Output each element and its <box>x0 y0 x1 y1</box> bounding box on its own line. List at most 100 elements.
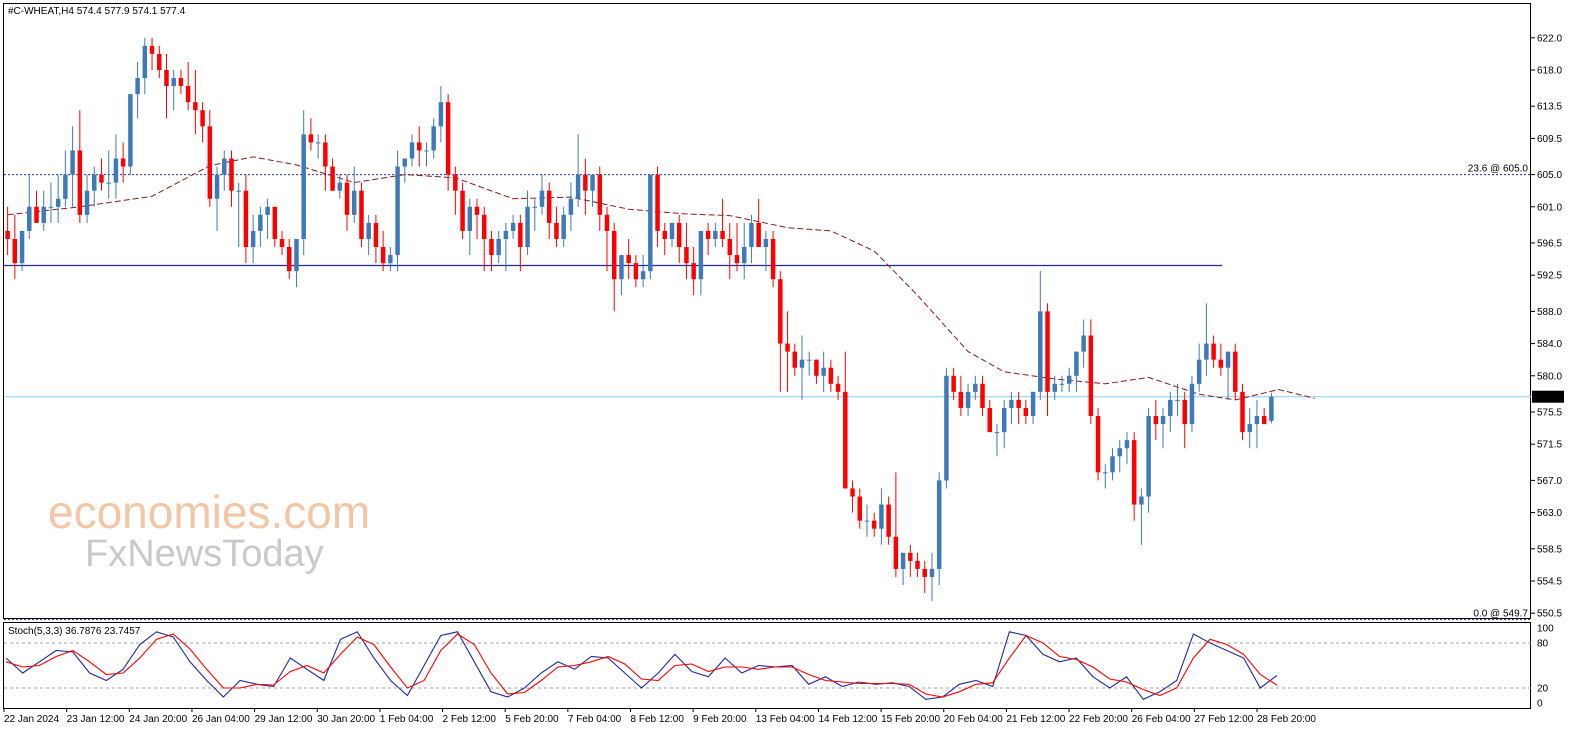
candle-body <box>626 255 631 264</box>
candle-body <box>604 214 610 231</box>
candle-body <box>200 110 205 127</box>
candle-body <box>835 383 841 392</box>
candle-body <box>900 552 906 569</box>
y-tick-label: 605.0 <box>1537 170 1562 181</box>
candle-body <box>655 174 660 231</box>
candle-body <box>214 174 220 199</box>
candle-body <box>1269 396 1274 421</box>
stoch-tick-label: 20 <box>1537 684 1549 695</box>
candle-body <box>431 126 436 151</box>
candle-body <box>481 214 487 239</box>
x-tick-label: 13 Feb 04:00 <box>756 714 815 725</box>
current-price-tag <box>1532 390 1564 403</box>
candle-body <box>554 222 559 239</box>
candle-body <box>453 174 458 191</box>
stoch-signal-line <box>5 633 1278 698</box>
candle-body <box>352 190 357 215</box>
candle-body <box>1247 424 1252 433</box>
candles <box>5 37 1274 602</box>
candle-body <box>1066 375 1072 384</box>
y-tick-label: 588.0 <box>1537 307 1562 318</box>
candle-body <box>669 222 675 239</box>
candle-body <box>265 206 270 215</box>
candle-body <box>1030 391 1036 417</box>
candle-body <box>323 142 328 167</box>
candle-body <box>113 158 119 183</box>
candle-body <box>691 263 696 280</box>
candle-body <box>77 150 83 215</box>
candle-body <box>315 142 321 144</box>
stoch-tick-label: 100 <box>1537 624 1554 635</box>
candle-body <box>380 247 386 264</box>
candle-body <box>359 190 364 239</box>
x-tick-label: 22 Jan 2024 <box>4 714 59 725</box>
candle-body <box>1081 335 1086 352</box>
candle-body <box>474 206 480 215</box>
y-tick-label: 622.0 <box>1537 33 1562 44</box>
candle-body <box>366 222 371 239</box>
candle-body <box>965 391 971 408</box>
candle-body <box>272 206 278 239</box>
x-tick-label: 15 Feb 20:00 <box>881 714 940 725</box>
x-tick-label: 23 Jan 12:00 <box>67 714 125 725</box>
candle-body <box>70 150 75 175</box>
candle-body <box>698 230 704 280</box>
candle-body <box>944 375 949 481</box>
candle-body <box>1095 416 1101 473</box>
candle-body <box>951 375 956 392</box>
y-tick-label: 567.0 <box>1537 476 1562 487</box>
candle-body <box>229 158 234 191</box>
candle-body <box>1088 335 1094 417</box>
candle-body <box>5 230 10 239</box>
candle-body <box>583 174 588 191</box>
y-tick-label: 601.0 <box>1537 202 1562 213</box>
candle-body <box>568 198 574 215</box>
candle-body <box>1124 440 1130 449</box>
y-tick-label: 575.5 <box>1537 407 1562 418</box>
candle-body <box>1182 399 1187 425</box>
stoch-header: Stoch(5,3,3) 36.7876 23.7457 <box>8 626 141 637</box>
candle-body <box>633 263 639 280</box>
candle-body <box>532 206 538 208</box>
x-tick-label: 9 Feb 20:00 <box>693 714 747 725</box>
x-tick-label: 5 Feb 20:00 <box>505 714 559 725</box>
candle-body <box>250 230 256 248</box>
candle-body <box>1175 399 1180 401</box>
candle-body <box>178 78 184 87</box>
candle-body <box>207 126 213 199</box>
candle-body <box>792 351 798 368</box>
candle-body <box>597 174 603 215</box>
candle-body <box>1146 416 1151 497</box>
candle-body <box>843 391 848 489</box>
fib-label-0: 23.6 @ 605.0 <box>1468 164 1529 175</box>
candle-body <box>243 190 249 248</box>
candle-body <box>908 552 913 561</box>
candle-body <box>1139 496 1144 505</box>
candle-body <box>518 222 523 248</box>
candle-body <box>561 214 566 239</box>
candle-body <box>1225 351 1231 368</box>
stoch-panel-frame <box>3 622 1531 709</box>
y-tick-label: 563.0 <box>1537 508 1562 519</box>
candle-body <box>1110 456 1115 473</box>
candle-body <box>279 238 285 248</box>
candle-body <box>1153 416 1159 425</box>
candle-body <box>142 45 148 79</box>
candle-body <box>1240 391 1245 433</box>
moving-average <box>7 156 1315 401</box>
candle-body <box>1103 472 1108 474</box>
candle-body <box>164 69 169 87</box>
candle-body <box>185 86 191 103</box>
candle-body <box>864 520 870 522</box>
candle-body <box>778 279 783 344</box>
x-tick-label: 1 Feb 04:00 <box>380 714 434 725</box>
candle-body <box>1218 359 1224 368</box>
price-axis: 622.0 618.0 613.5 609.5 605.0 601.0 596.5 592.5… <box>1531 33 1564 620</box>
candle-body <box>922 568 927 577</box>
candle-body <box>1009 399 1014 408</box>
y-tick-label: 584.0 <box>1537 339 1562 350</box>
time-axis: 22 Jan 2024 23 Jan 12:00 24 Jan 20:00 26 Ja… <box>3 708 1316 725</box>
candle-body <box>417 142 422 151</box>
candle-body <box>19 230 25 264</box>
current-price-label: 577.4 <box>1535 392 1560 403</box>
